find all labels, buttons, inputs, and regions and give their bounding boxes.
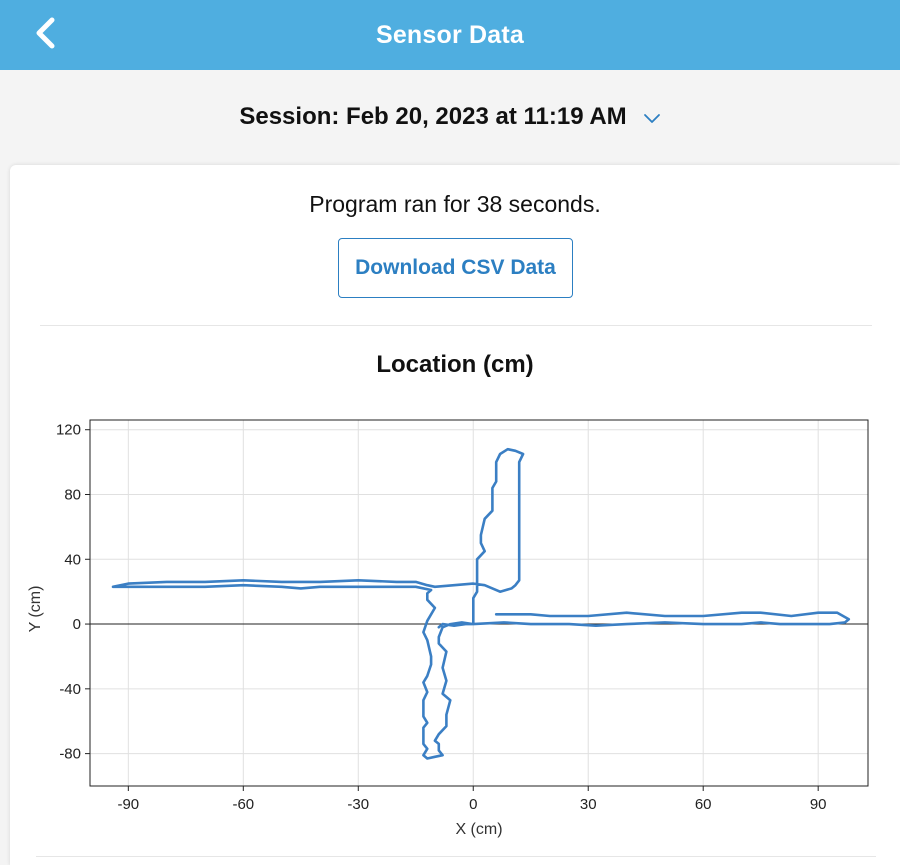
chevron-down-icon: [643, 112, 661, 124]
y-tick-label: 40: [64, 551, 81, 568]
x-axis-label: X (cm): [455, 821, 502, 838]
chart-title: Location (cm): [376, 351, 534, 378]
chevron-left-icon: [36, 17, 55, 49]
x-tick-label: 30: [580, 796, 597, 813]
x-tick-label: -90: [117, 796, 139, 813]
section-divider: [40, 325, 872, 326]
y-tick-label: 80: [64, 486, 81, 503]
plot-frame: [89, 419, 869, 787]
session-selector[interactable]: Session: Feb 20, 2023 at 11:19 AM: [0, 96, 900, 138]
x-tick-label: 90: [810, 796, 827, 813]
y-tick-label: 0: [73, 616, 81, 633]
y-tick-label: 120: [56, 422, 81, 439]
y-tick-label: -40: [59, 681, 81, 698]
x-tick-label: -30: [347, 796, 369, 813]
location-path: [111, 447, 851, 760]
run-duration-text: Program ran for 38 seconds.: [309, 191, 601, 217]
x-tick-label: 0: [469, 796, 477, 813]
y-axis-label: Y (cm): [27, 586, 44, 633]
x-tick-label: 60: [695, 796, 712, 813]
plot-area: [90, 420, 868, 786]
page-title: Sensor Data: [375, 20, 525, 49]
download-csv-button[interactable]: Download CSV Data: [338, 238, 573, 298]
x-tick-label: -60: [232, 796, 254, 813]
bottom-divider: [36, 856, 876, 857]
app-header: Sensor Data: [0, 0, 900, 70]
back-button[interactable]: [22, 10, 68, 56]
session-label: Session: Feb 20, 2023 at 11:19 AM: [239, 103, 627, 130]
y-tick-label: -80: [59, 746, 81, 763]
